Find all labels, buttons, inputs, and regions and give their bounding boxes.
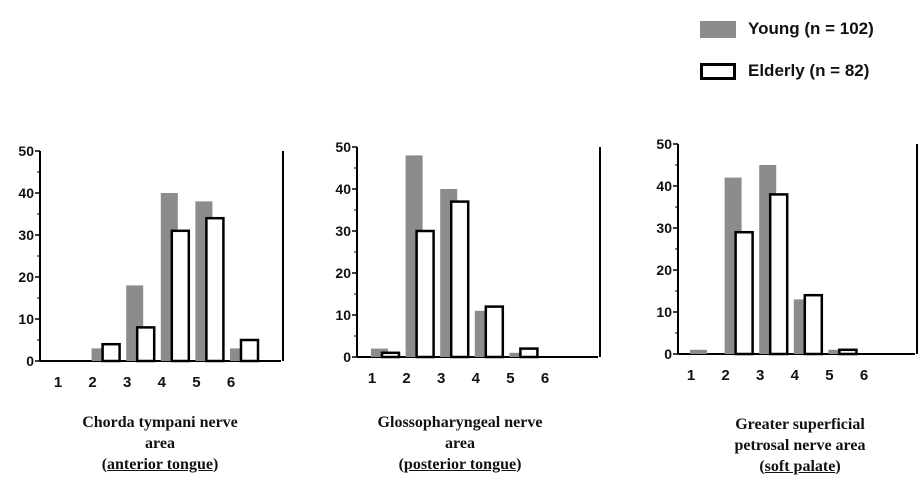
y-tick-label: 30 bbox=[656, 220, 672, 236]
y-tick-label: 30 bbox=[18, 227, 34, 243]
y-tick-label: 10 bbox=[335, 307, 351, 323]
x-tick-label: 4 bbox=[472, 370, 481, 387]
caption-greater-superficial-petrosal: Greater superficial petrosal nerve area … bbox=[680, 414, 919, 477]
caption-underlined: soft palate bbox=[764, 458, 836, 475]
y-tick-label: 20 bbox=[656, 262, 672, 278]
x-tick-label: 5 bbox=[192, 374, 200, 391]
caption-line-1: Greater superficial bbox=[735, 416, 865, 433]
caption-underlined: posterior tongue bbox=[403, 456, 517, 473]
x-tick-label: 1 bbox=[368, 370, 376, 387]
x-tick-label: 6 bbox=[227, 374, 235, 391]
legend-swatch-young bbox=[700, 20, 736, 38]
y-tick-label: 20 bbox=[18, 269, 34, 285]
x-tick-label: 3 bbox=[437, 370, 445, 387]
legend-item-elderly: Elderly (n = 82) bbox=[700, 56, 915, 86]
y-tick-label: 50 bbox=[18, 143, 34, 159]
x-tick-label: 1 bbox=[54, 374, 62, 391]
caption-line-2: petrosal nerve area bbox=[734, 437, 866, 454]
bar-elderly-2 bbox=[415, 229, 435, 359]
caption-glossopharyngeal: Glossopharyngeal nerve area (posterior t… bbox=[340, 412, 580, 475]
y-tick-label: 50 bbox=[335, 139, 351, 155]
x-tick-label: 6 bbox=[541, 370, 549, 387]
bar-elderly-5 bbox=[838, 348, 858, 356]
y-tick-label: 40 bbox=[18, 185, 34, 201]
legend: Young (n = 102) Elderly (n = 82) bbox=[700, 14, 915, 98]
bar-elderly-3 bbox=[135, 326, 156, 363]
caption-line-2: area bbox=[445, 435, 475, 452]
y-tick-label: 40 bbox=[656, 178, 672, 194]
legend-swatch-elderly bbox=[700, 62, 736, 80]
x-tick-label: 2 bbox=[721, 367, 729, 384]
bar-elderly-4 bbox=[484, 305, 505, 359]
x-tick-label: 5 bbox=[506, 370, 514, 387]
bar-elderly-4 bbox=[803, 293, 824, 356]
y-tick-label: 40 bbox=[335, 181, 351, 197]
caption-line-2: area bbox=[145, 435, 175, 452]
y-tick-label: 30 bbox=[335, 223, 351, 239]
caption-line-3: (anterior tongue) bbox=[101, 456, 219, 473]
x-tick-label: 4 bbox=[791, 367, 800, 384]
caption-line-1: Chorda tympani nerve bbox=[82, 414, 238, 431]
caption-line-3: (posterior tongue) bbox=[398, 456, 522, 473]
y-tick-label: 50 bbox=[656, 136, 672, 152]
bar-elderly-1 bbox=[380, 351, 401, 359]
x-tick-label: 3 bbox=[123, 374, 131, 391]
x-tick-label: 4 bbox=[158, 374, 167, 391]
y-tick-label: 0 bbox=[343, 349, 351, 365]
bar-elderly-5 bbox=[205, 216, 225, 363]
bar-elderly-6 bbox=[239, 338, 260, 363]
x-tick-label: 2 bbox=[402, 370, 410, 387]
legend-item-young: Young (n = 102) bbox=[700, 14, 915, 44]
bar-young-1 bbox=[690, 349, 707, 354]
x-tick-label: 1 bbox=[687, 367, 695, 384]
bar-elderly-2 bbox=[101, 342, 121, 363]
bar-young-5 bbox=[828, 349, 846, 354]
caption-line-3: (soft palate) bbox=[759, 458, 841, 475]
bar-elderly-5 bbox=[519, 347, 539, 359]
bar-young-5 bbox=[509, 352, 527, 357]
y-tick-label: 0 bbox=[26, 353, 34, 369]
y-tick-label: 0 bbox=[664, 346, 672, 362]
x-tick-label: 2 bbox=[88, 374, 96, 391]
caption-chorda-tympani: Chorda tympani nerve area (anterior tong… bbox=[40, 412, 280, 475]
y-tick-label: 10 bbox=[656, 304, 672, 320]
bar-elderly-4 bbox=[170, 229, 191, 363]
bar-elderly-3 bbox=[768, 193, 789, 356]
y-tick-label: 10 bbox=[18, 311, 34, 327]
legend-label-elderly: Elderly (n = 82) bbox=[748, 61, 870, 80]
x-tick-label: 3 bbox=[756, 367, 764, 384]
bar-young-1 bbox=[371, 348, 388, 357]
caption-underlined: anterior tongue bbox=[107, 456, 213, 473]
bar-elderly-3 bbox=[449, 200, 470, 359]
caption-line-1: Glossopharyngeal nerve bbox=[377, 414, 543, 431]
x-tick-label: 6 bbox=[860, 367, 868, 384]
y-tick-label: 20 bbox=[335, 265, 351, 281]
legend-label-young: Young (n = 102) bbox=[748, 19, 874, 38]
bar-elderly-2 bbox=[734, 230, 754, 356]
x-tick-label: 5 bbox=[825, 367, 833, 384]
